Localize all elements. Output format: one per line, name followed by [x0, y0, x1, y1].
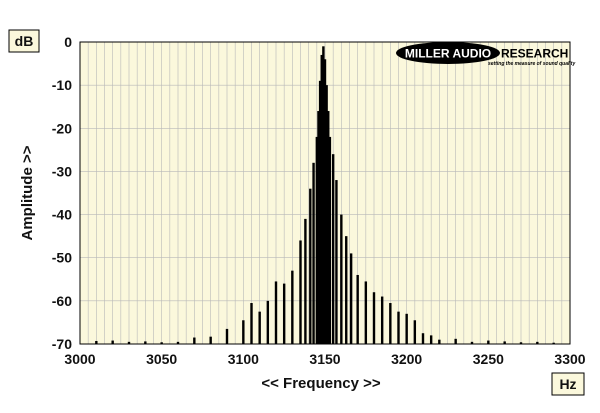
miller-audio-research-logo: MILLER AUDIO RESEARCH setting the measur… [396, 42, 575, 67]
y-unit-box: dB [8, 29, 40, 53]
y-tick-label: -40 [52, 207, 72, 223]
x-unit-frame [551, 372, 585, 396]
spectrum-bar [421, 333, 425, 344]
spectrum-bar [503, 341, 506, 344]
x-tick-label: 3200 [391, 351, 422, 367]
spectrum-bar [309, 188, 312, 344]
spectrum-bar [176, 341, 180, 344]
spectrum-bar [304, 218, 307, 344]
spectrum-bar [242, 320, 245, 344]
spectrum-bar [111, 340, 114, 344]
logo-research-text: RESEARCH [501, 47, 568, 61]
x-tick-label: 3000 [64, 351, 95, 367]
logo-tagline: setting the measure of sound quality [488, 61, 575, 67]
logo-oval-text: MILLER AUDIO [405, 47, 491, 61]
spectrum-bar [250, 303, 253, 344]
spectrum-bar [209, 336, 212, 344]
logo-oval [396, 42, 500, 64]
y-tick-label: 0 [64, 34, 72, 50]
x-tick-labels: 3000 3050 3100 3150 3200 3250 3300 [64, 351, 585, 367]
spectrum-bar [320, 54, 323, 344]
spectrum-bar [405, 313, 408, 344]
spectrum-bar [127, 341, 131, 344]
spectrum-bar [470, 341, 474, 344]
spectrum-bar [349, 253, 353, 344]
spectrum-bar [318, 80, 322, 344]
spectrum-bar [328, 136, 332, 344]
x-unit-box: Hz [551, 372, 585, 396]
spectrum-bar [364, 281, 368, 344]
spectrum-bar [413, 320, 417, 344]
spectrum-bar [345, 236, 348, 344]
spectrum-bar [325, 85, 328, 345]
spectrum-bar [372, 292, 376, 344]
spectrum-bar [438, 339, 441, 344]
y-tick-label: -50 [52, 250, 72, 266]
spectrum-bar [258, 311, 261, 344]
y-tick-label: -70 [52, 336, 72, 352]
y-tick-labels: 0 -10 -20 -30 -40 -50 -60 -70 [52, 34, 72, 352]
spectrum-bar [322, 46, 325, 345]
spectrum-bar [519, 342, 523, 344]
spectrum-bar [299, 240, 302, 344]
spectrum-bar [340, 214, 343, 344]
spectrum-bar [315, 136, 319, 344]
y-tick-label: -20 [52, 120, 72, 136]
spectrum-bars [95, 46, 555, 345]
x-axis-title: << Frequency >> [261, 375, 380, 392]
spectrum-bar [312, 162, 315, 344]
x-tick-label: 3300 [554, 351, 585, 367]
spectrum-bar [282, 283, 286, 344]
spectrum-bar [291, 270, 294, 344]
spectrum-bar [536, 341, 539, 344]
spectrum-bar [266, 300, 270, 344]
spectrum-bar [454, 338, 457, 344]
x-tick-label: 3050 [146, 351, 177, 367]
spectrum-bar [487, 340, 490, 344]
spectrum-bar [95, 340, 98, 344]
y-axis-title: Amplitude >> [19, 145, 36, 240]
spectrum-bar [335, 180, 338, 344]
x-tick-label: 3100 [228, 351, 259, 367]
x-unit-label: Hz [559, 376, 576, 392]
spectrum-bar [274, 281, 278, 344]
spectrum-bar [144, 341, 147, 344]
spectrum-bar [225, 328, 229, 344]
spectrum-bar [380, 296, 384, 344]
y-tick-label: -60 [52, 293, 72, 309]
y-tick-label: -10 [52, 77, 72, 93]
spectrum-bar [323, 59, 327, 344]
spectrum-bar [552, 342, 555, 344]
spectrum-bar [160, 342, 163, 344]
spectrum-bar [389, 303, 392, 344]
y-unit-frame [8, 29, 40, 53]
spectrum-bar [193, 337, 196, 344]
spectrum-bar [327, 111, 330, 345]
spectrum-bar [356, 274, 359, 344]
x-tick-label: 3150 [309, 351, 340, 367]
y-tick-label: -30 [52, 163, 72, 179]
spectrum-bar [331, 154, 335, 344]
spectrum-bar [429, 335, 433, 344]
y-unit-label: dB [15, 33, 34, 49]
x-tick-label: 3250 [473, 351, 504, 367]
spectrum-bar [317, 111, 320, 345]
plot-frame [79, 41, 571, 345]
spectrum-bar [397, 311, 400, 344]
